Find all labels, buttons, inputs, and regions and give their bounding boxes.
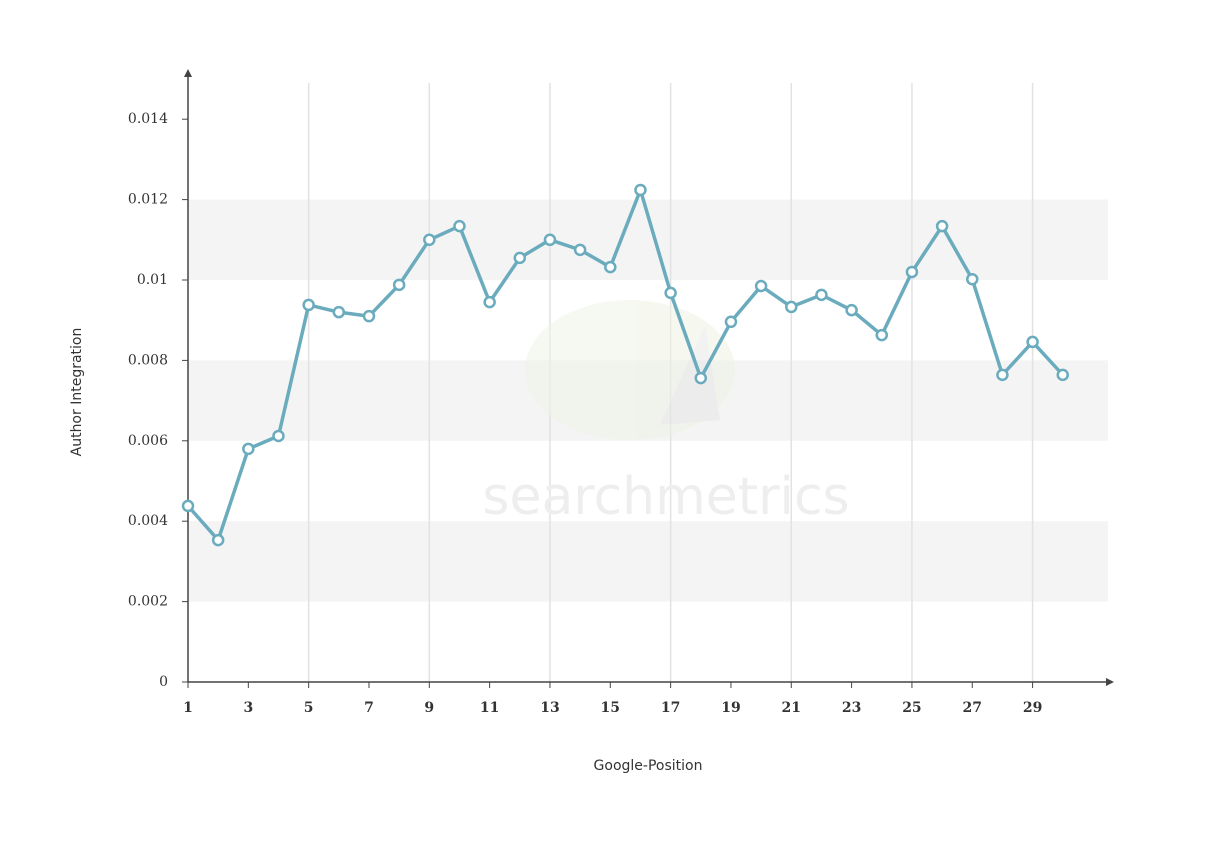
data-point (302, 298, 315, 312)
x-tick-label: 11 (480, 700, 499, 716)
data-point (634, 183, 647, 197)
data-point (211, 533, 225, 547)
y-tick-label: 0.002 (128, 594, 168, 610)
x-tick-label: 23 (842, 700, 861, 716)
data-point (1056, 368, 1070, 382)
data-point (724, 315, 738, 329)
y-tick-label: 0.006 (128, 433, 168, 449)
y-tick-label: 0.008 (128, 352, 168, 368)
y-tick-label: 0.012 (128, 192, 168, 208)
data-point (845, 303, 858, 317)
data-point (694, 371, 708, 385)
data-point (875, 328, 889, 342)
x-tick-label: 29 (1023, 700, 1042, 716)
x-tick-label: 25 (902, 700, 921, 716)
y-tick-label: 0.004 (128, 513, 168, 529)
data-point (573, 243, 587, 257)
x-tick-label: 27 (963, 700, 982, 716)
data-point (332, 305, 346, 319)
data-point (754, 279, 768, 293)
x-tick-label: 9 (424, 700, 434, 716)
x-tick-label: 5 (304, 700, 314, 716)
x-axis-label: Google-Position (594, 758, 703, 774)
x-tick-label: 15 (601, 700, 620, 716)
data-point (664, 286, 677, 300)
data-point (905, 265, 919, 279)
data-point (423, 233, 436, 247)
watermark: searchmetrics (482, 467, 849, 527)
data-point (362, 309, 376, 323)
data-point (935, 219, 949, 233)
watermark-logo (525, 300, 735, 440)
data-point (543, 233, 557, 247)
y-tick-label: 0 (159, 674, 168, 690)
data-point (966, 272, 979, 286)
data-point (453, 219, 466, 233)
x-tick-label: 1 (183, 700, 193, 716)
x-tick-label: 17 (661, 700, 680, 716)
data-point (996, 368, 1009, 382)
grid-band (188, 521, 1108, 602)
x-tick-label: 19 (721, 700, 740, 716)
data-point (483, 295, 496, 309)
y-axis-label: Author Integration (69, 328, 85, 457)
data-point (272, 429, 285, 443)
data-point (785, 300, 798, 314)
data-point (242, 442, 255, 456)
data-point (815, 288, 828, 302)
data-point (181, 499, 195, 513)
y-arrow (184, 69, 192, 77)
data-point (392, 278, 406, 292)
x-tick-label: 13 (540, 700, 559, 716)
data-point (1026, 335, 1039, 349)
data-point (513, 251, 527, 265)
y-tick-label: 0.014 (128, 111, 168, 127)
x-arrow (1106, 678, 1114, 686)
x-tick-label: 7 (364, 700, 374, 716)
x-tick-label: 3 (243, 700, 253, 716)
x-tick-label: 21 (782, 700, 801, 716)
data-point (604, 260, 617, 274)
y-tick-label: 0.01 (137, 272, 168, 288)
